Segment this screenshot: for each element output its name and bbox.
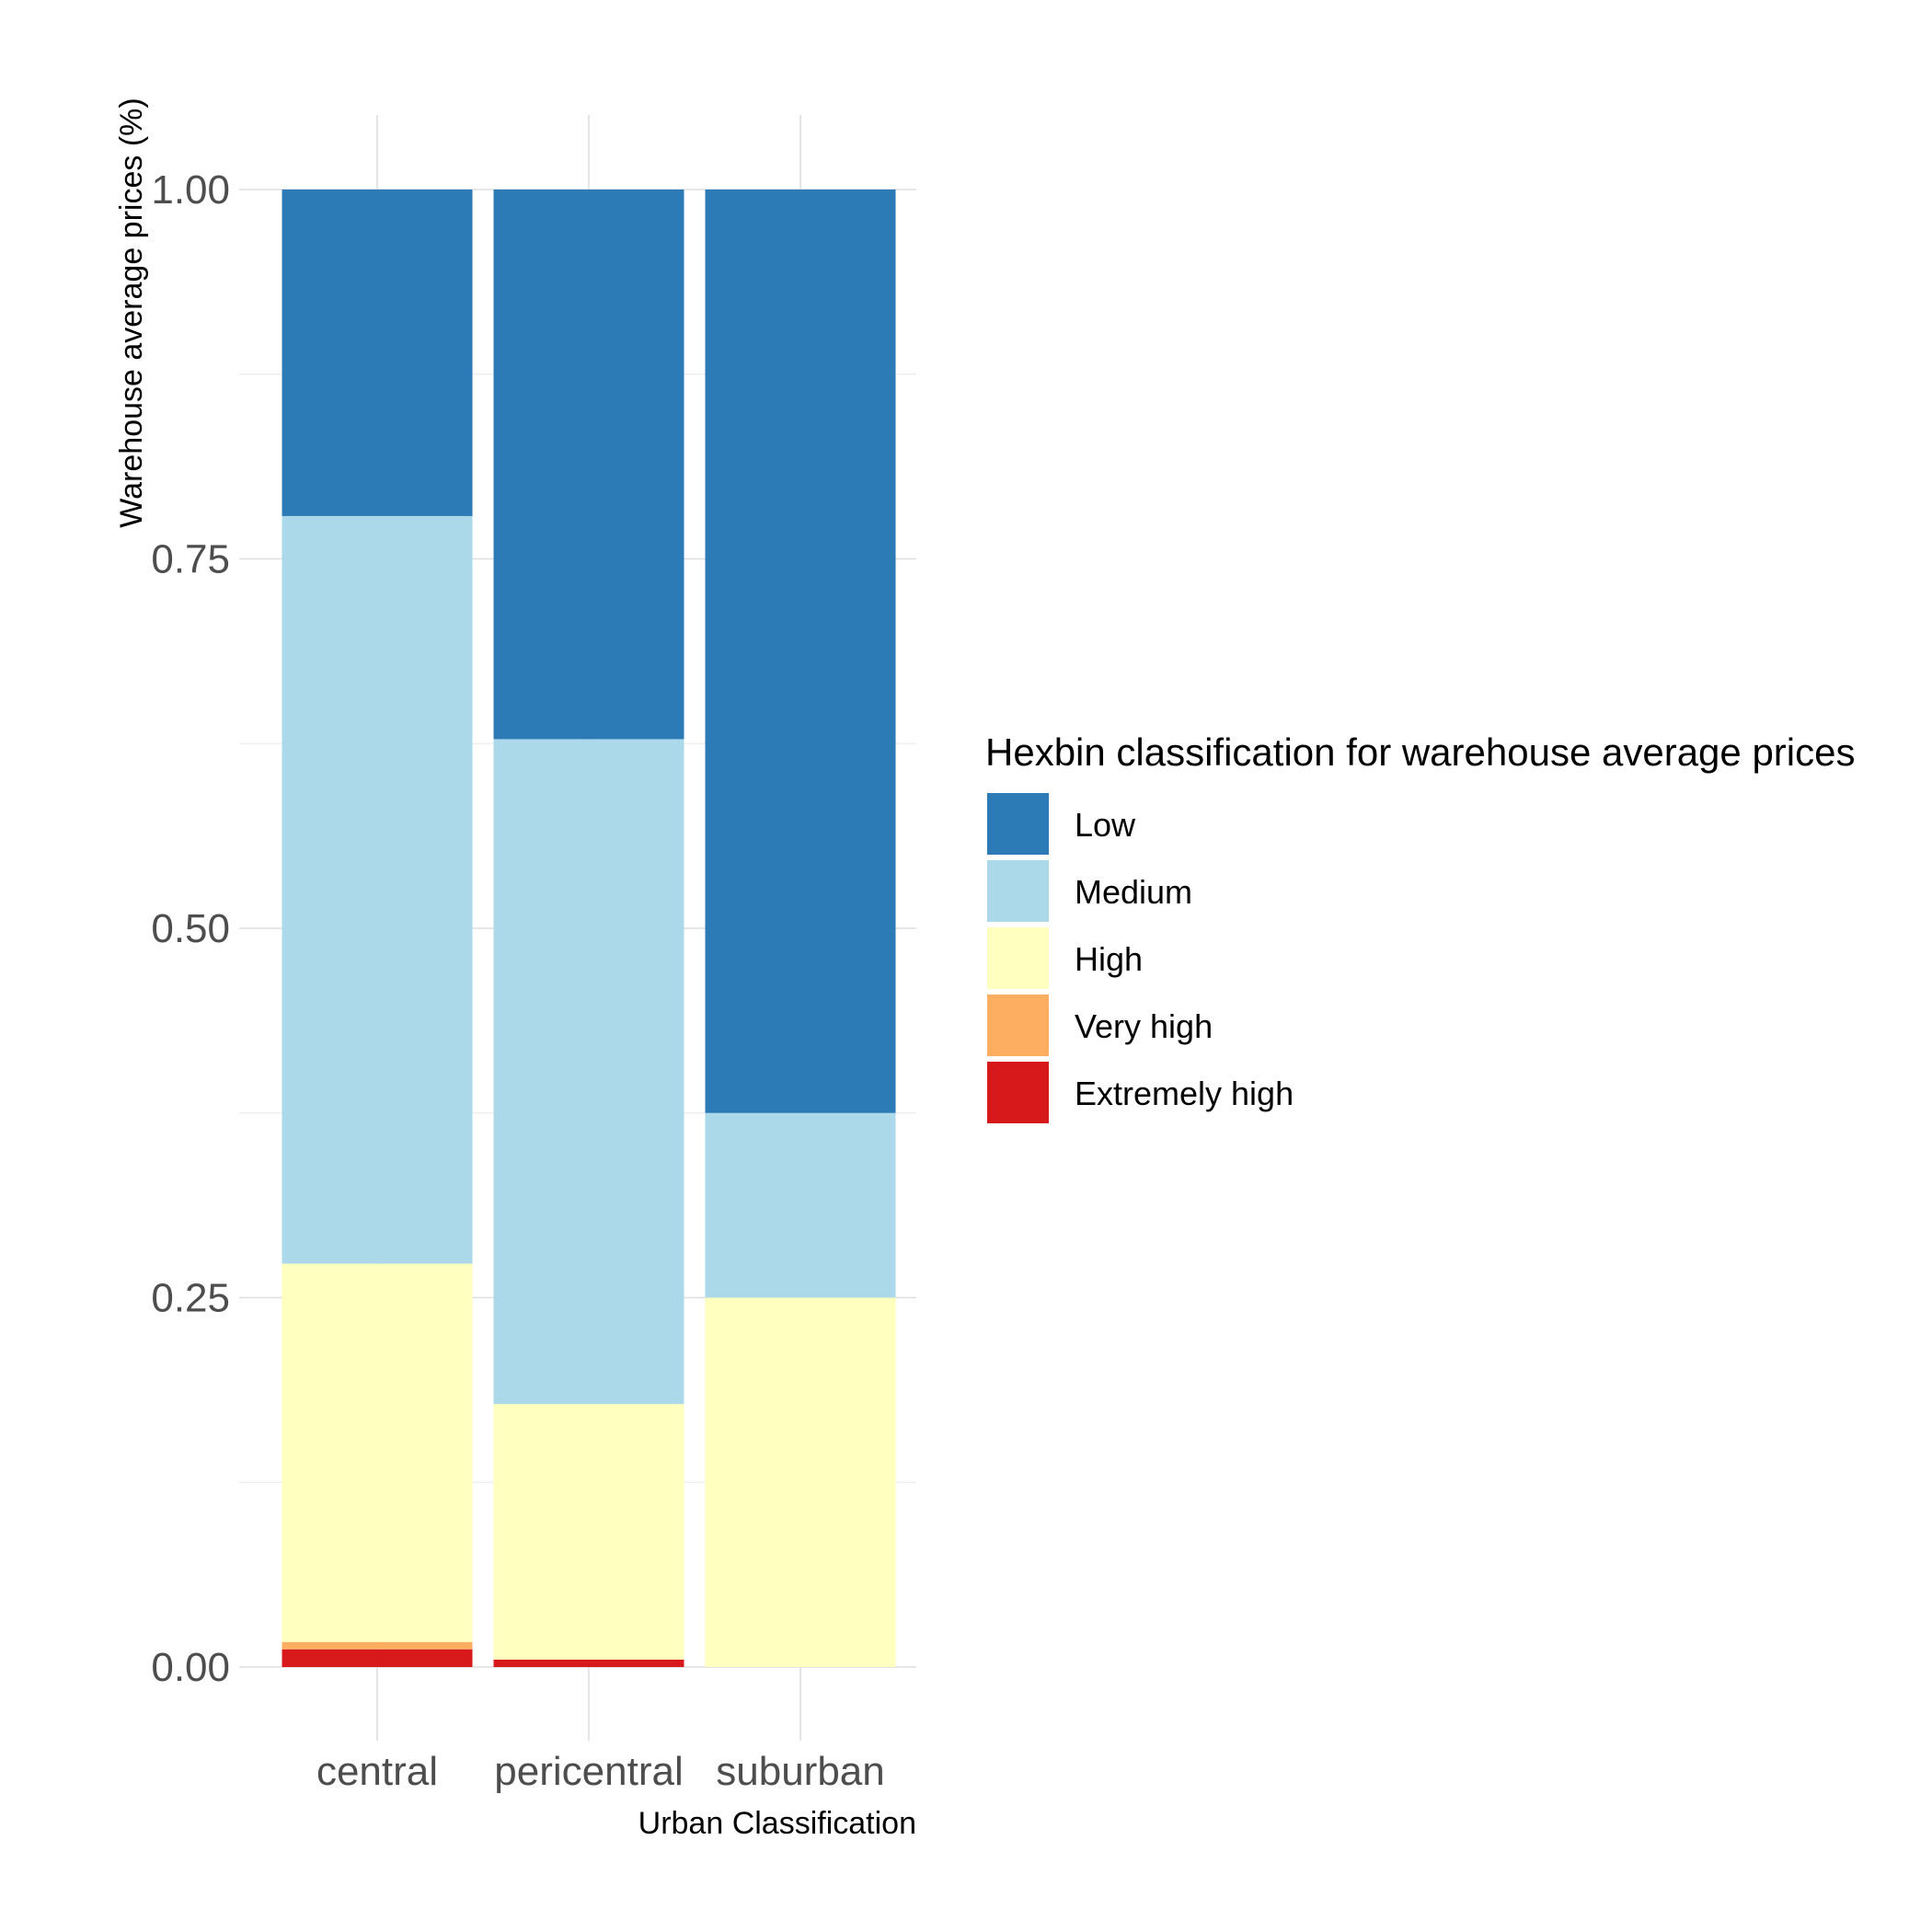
y-tick-label: 0.75	[151, 537, 230, 582]
legend-item: Low	[987, 793, 1136, 855]
legend-item: Very high	[987, 995, 1213, 1056]
bar-stack-suburban	[705, 190, 896, 1667]
legend-title: Hexbin classification for warehouse aver…	[985, 730, 1855, 774]
y-axis-ticks: 0.00 0.25 0.50 0.75 1.00	[151, 167, 230, 1690]
bar-segment	[705, 1112, 896, 1298]
y-tick-label: 1.00	[151, 167, 230, 213]
legend-item: High	[987, 927, 1143, 989]
legend-label: Very high	[1075, 1007, 1213, 1045]
bar-segment	[282, 1263, 473, 1642]
legend-swatch	[987, 927, 1049, 989]
legend-label: High	[1075, 940, 1143, 978]
legend-swatch	[987, 995, 1049, 1056]
legend-swatch	[987, 860, 1049, 922]
y-tick-label: 0.25	[151, 1276, 230, 1321]
legend-item: Extremely high	[987, 1062, 1294, 1123]
x-axis-ticks: central pericentral suburban	[316, 1749, 885, 1794]
bar-stack-pericentral	[493, 190, 684, 1667]
bar-segment	[282, 1649, 473, 1667]
bar-segment	[493, 1659, 684, 1667]
x-tick-label: pericentral	[494, 1749, 683, 1794]
legend-label: Medium	[1075, 873, 1192, 911]
legend-swatch	[987, 1062, 1049, 1123]
bars	[282, 190, 896, 1667]
bar-segment	[493, 1404, 684, 1660]
x-tick-label: suburban	[716, 1749, 884, 1794]
legend-item: Medium	[987, 860, 1192, 922]
bar-segment	[282, 1641, 473, 1650]
bar-segment	[493, 739, 684, 1405]
bar-segment	[705, 1297, 896, 1667]
bar-segment	[282, 515, 473, 1264]
x-axis-title: Urban Classification	[638, 1806, 916, 1841]
legend-label: Extremely high	[1075, 1075, 1294, 1112]
bar-segment	[493, 190, 684, 740]
bar-stack-central	[282, 190, 473, 1667]
legend-swatch	[987, 793, 1049, 855]
legend: Hexbin classification for warehouse aver…	[985, 730, 1855, 1123]
y-tick-label: 0.50	[151, 906, 230, 951]
y-tick-label: 0.00	[151, 1645, 230, 1690]
x-tick-label: central	[316, 1749, 438, 1794]
legend-label: Low	[1075, 806, 1136, 844]
bar-segment	[705, 190, 896, 1113]
y-axis-title: Warehouse average prices (%)	[114, 98, 149, 527]
bar-segment	[282, 190, 473, 516]
